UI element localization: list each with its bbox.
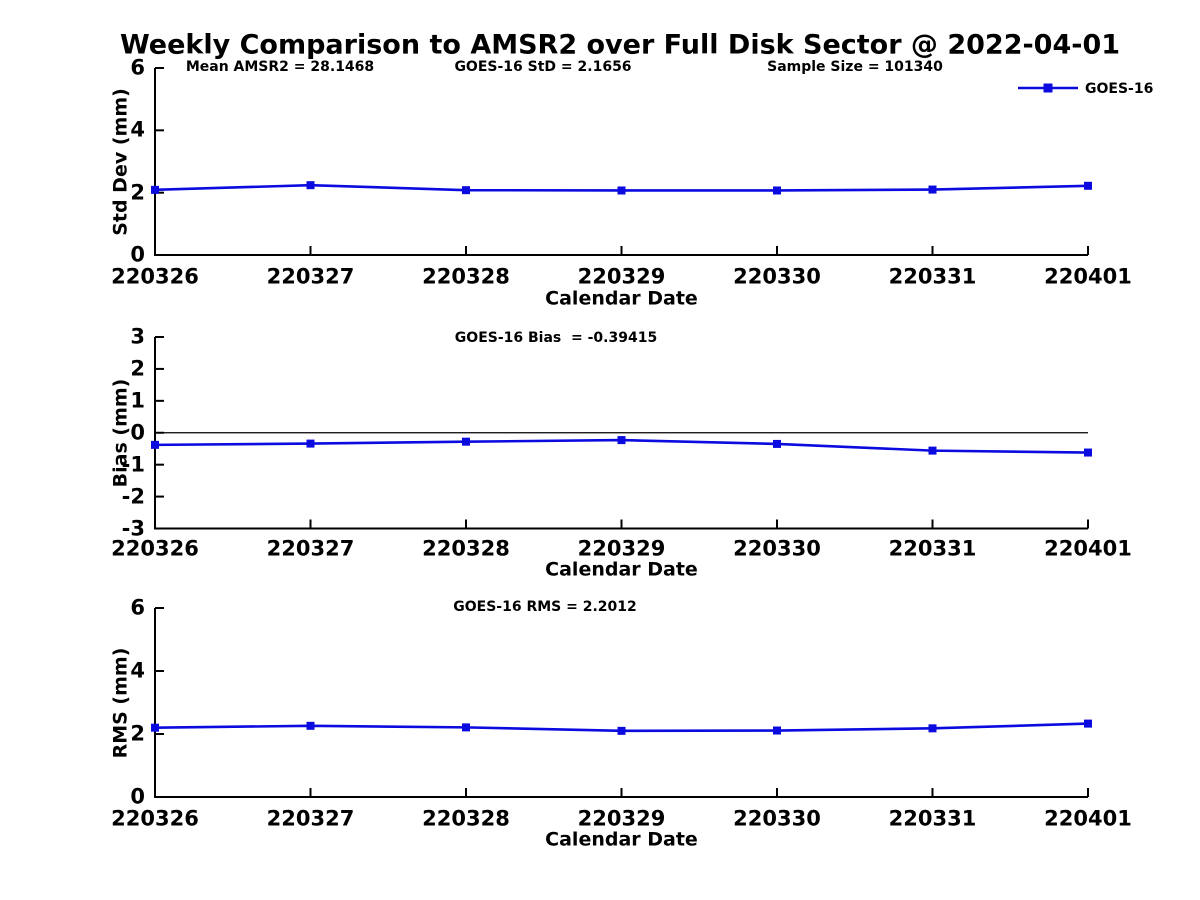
x-tick-label: 220326 xyxy=(111,264,199,289)
data-point-marker xyxy=(1084,181,1092,190)
data-point-marker xyxy=(617,726,626,735)
x-tick-label: 220331 xyxy=(888,536,977,561)
x-tick-label: 220329 xyxy=(577,264,666,289)
x-tick-label: 220401 xyxy=(1044,264,1132,289)
legend-label: GOES-16 xyxy=(1085,81,1154,97)
x-tick-label: 220330 xyxy=(733,806,821,831)
x-axis-label: Calendar Date xyxy=(545,287,698,310)
subplot-1 xyxy=(151,67,1092,256)
stat-annotation: GOES-16 Bias = -0.39415 xyxy=(454,330,658,346)
x-tick-label: 220327 xyxy=(266,806,355,831)
stat-annotation: GOES-16 RMS = 2.2012 xyxy=(453,599,637,615)
y-tick-label: 3 xyxy=(130,324,145,349)
x-tick-label: 220328 xyxy=(422,264,510,289)
x-tick-label: 220401 xyxy=(1044,536,1132,561)
data-point-marker xyxy=(151,723,159,732)
data-point-marker xyxy=(773,439,781,448)
y-tick-label: 0 xyxy=(130,242,145,267)
data-point-marker xyxy=(617,186,626,195)
x-tick-label: 220328 xyxy=(422,536,510,561)
x-tick-label: 220329 xyxy=(577,806,666,831)
x-axis-label: Calendar Date xyxy=(545,828,698,851)
data-point-marker xyxy=(462,186,470,195)
y-tick-label: 2 xyxy=(130,356,145,381)
subplot-2 xyxy=(151,336,1092,530)
x-tick-label: 220327 xyxy=(266,536,355,561)
data-point-marker xyxy=(928,446,937,455)
subplot-3 xyxy=(151,607,1092,798)
y-tick-label: 6 xyxy=(130,595,145,620)
data-point-marker xyxy=(1084,448,1092,457)
x-tick-label: 220331 xyxy=(888,264,977,289)
data-point-marker xyxy=(306,439,315,448)
x-tick-label: 220327 xyxy=(266,264,355,289)
data-point-marker xyxy=(1084,719,1092,728)
data-point-marker xyxy=(151,185,159,194)
y-axis-label: Std Dev (mm) xyxy=(109,87,132,236)
y-tick-label: 2 xyxy=(130,721,145,746)
legend-marker xyxy=(1043,83,1053,93)
stat-annotation: Sample Size = 101340 xyxy=(767,59,943,75)
data-point-marker xyxy=(928,724,937,733)
y-tick-label: 4 xyxy=(130,117,145,142)
data-point-marker xyxy=(306,721,315,730)
data-point-marker xyxy=(151,440,159,449)
y-tick-label: -3 xyxy=(121,516,145,540)
y-tick-label: -1 xyxy=(121,452,145,477)
y-tick-label: -2 xyxy=(121,484,145,509)
y-tick-label: 0 xyxy=(130,420,145,445)
x-tick-label: 220326 xyxy=(111,806,199,831)
x-tick-label: 220330 xyxy=(733,264,821,289)
data-point-marker xyxy=(462,437,470,446)
data-point-marker xyxy=(773,186,781,195)
y-tick-label: 6 xyxy=(130,55,145,80)
data-point-marker xyxy=(928,185,937,194)
y-tick-label: 4 xyxy=(130,658,145,683)
x-tick-label: 220328 xyxy=(422,806,510,831)
x-tick-label: 220331 xyxy=(888,806,977,831)
chart-title: Weekly Comparison to AMSR2 over Full Dis… xyxy=(119,29,1121,61)
data-point-marker xyxy=(617,436,626,445)
x-axis-label: Calendar Date xyxy=(545,558,698,581)
y-tick-label: 2 xyxy=(130,180,145,205)
data-point-marker xyxy=(462,723,470,732)
x-tick-label: 220329 xyxy=(577,536,666,561)
y-tick-label: 0 xyxy=(130,784,145,809)
x-tick-label: 220401 xyxy=(1044,806,1132,831)
y-tick-label: 1 xyxy=(130,388,145,413)
data-point-marker xyxy=(306,181,315,190)
x-tick-label: 220330 xyxy=(733,536,821,561)
data-point-marker xyxy=(773,726,781,735)
stat-annotation: GOES-16 StD = 2.1656 xyxy=(454,59,632,75)
x-tick-label: 220326 xyxy=(111,536,199,561)
stat-annotation: Mean AMSR2 = 28.1468 xyxy=(185,59,375,75)
y-axis-label: RMS (mm) xyxy=(109,647,132,758)
y-axis-label: Bias (mm) xyxy=(109,378,132,488)
